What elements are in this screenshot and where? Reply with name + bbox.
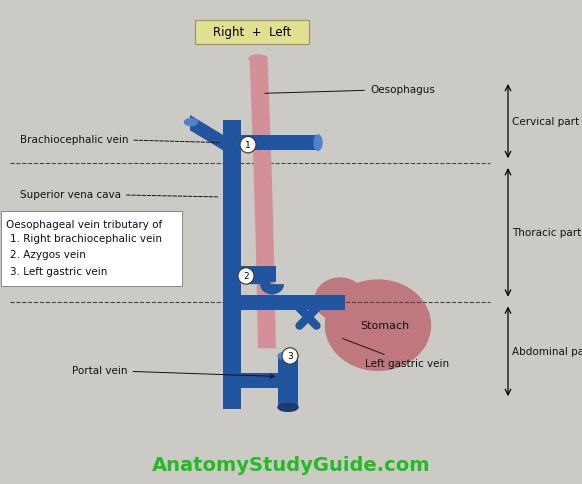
Text: 2. Azygos vein: 2. Azygos vein <box>10 250 86 260</box>
Ellipse shape <box>278 403 298 411</box>
Text: AnatomyStudyGuide.com: AnatomyStudyGuide.com <box>152 455 430 474</box>
Text: Left gastric vein: Left gastric vein <box>343 339 449 368</box>
Bar <box>232 373 288 389</box>
Circle shape <box>240 137 256 153</box>
Text: Superior vena cava: Superior vena cava <box>20 190 219 199</box>
Text: Abdominal part: Abdominal part <box>512 346 582 356</box>
Text: Cervical part: Cervical part <box>512 117 579 127</box>
Text: 3. Left gastric vein: 3. Left gastric vein <box>10 266 107 276</box>
Bar <box>232 136 318 151</box>
Ellipse shape <box>314 136 322 151</box>
Polygon shape <box>190 116 223 151</box>
Text: Oesophagus: Oesophagus <box>265 85 435 95</box>
Circle shape <box>282 348 298 364</box>
Bar <box>232 267 276 282</box>
Bar <box>223 121 241 409</box>
Ellipse shape <box>335 294 375 330</box>
FancyBboxPatch shape <box>1 212 182 286</box>
Text: 1: 1 <box>245 141 251 150</box>
Text: Thoracic part: Thoracic part <box>512 227 581 237</box>
Polygon shape <box>247 279 284 295</box>
Text: Oesophageal vein tributary of: Oesophageal vein tributary of <box>6 219 162 229</box>
Ellipse shape <box>278 352 298 360</box>
Text: Brachiocephalic vein: Brachiocephalic vein <box>20 134 219 144</box>
Bar <box>225 295 345 311</box>
Text: 3: 3 <box>287 352 293 361</box>
Bar <box>278 356 298 408</box>
Text: 2: 2 <box>243 272 249 281</box>
Ellipse shape <box>249 56 267 63</box>
Text: Right  +  Left: Right + Left <box>213 26 291 39</box>
Ellipse shape <box>315 278 365 321</box>
Text: Stomach: Stomach <box>360 320 410 331</box>
Ellipse shape <box>325 280 431 371</box>
Circle shape <box>238 268 254 285</box>
Text: Portal vein: Portal vein <box>72 365 274 378</box>
Ellipse shape <box>184 119 197 126</box>
FancyBboxPatch shape <box>195 20 309 45</box>
Text: 1. Right brachiocephalic vein: 1. Right brachiocephalic vein <box>10 233 162 243</box>
